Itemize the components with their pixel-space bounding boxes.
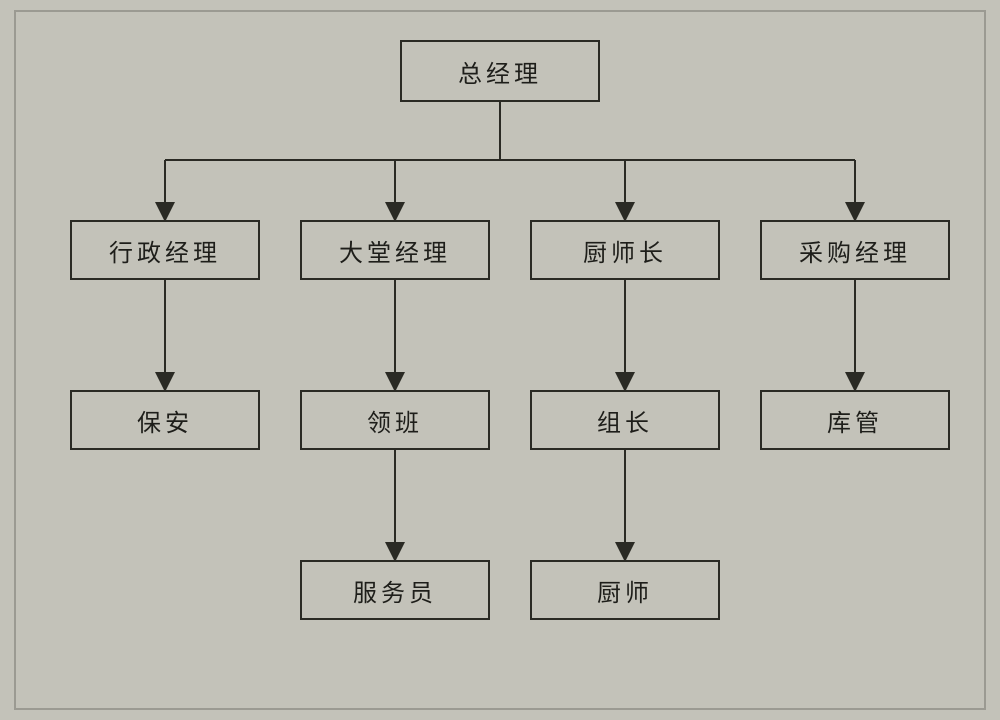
node-label: 保安 [137,403,193,438]
page-frame [14,10,986,710]
node-label: 厨师 [597,573,653,608]
node-label: 大堂经理 [339,233,451,268]
node-label: 领班 [367,403,423,438]
node-chef: 厨师长 [530,220,720,280]
node-label: 组长 [597,403,653,438]
node-label: 采购经理 [799,233,911,268]
node-guard: 保安 [70,390,260,450]
node-label: 总经理 [458,54,542,89]
node-store: 库管 [760,390,950,450]
node-lead: 领班 [300,390,490,450]
node-lobby: 大堂经理 [300,220,490,280]
node-label: 服务员 [353,573,437,608]
node-label: 库管 [827,403,883,438]
node-label: 行政经理 [109,233,221,268]
node-admin: 行政经理 [70,220,260,280]
node-waiter: 服务员 [300,560,490,620]
node-cook: 厨师 [530,560,720,620]
node-label: 厨师长 [583,233,667,268]
node-teaml: 组长 [530,390,720,450]
org-chart: 总经理行政经理 大堂经理 厨师长 采购经理保安 领班 组长 库管服务员 厨师 [0,0,1000,720]
node-root: 总经理 [400,40,600,102]
node-purch: 采购经理 [760,220,950,280]
